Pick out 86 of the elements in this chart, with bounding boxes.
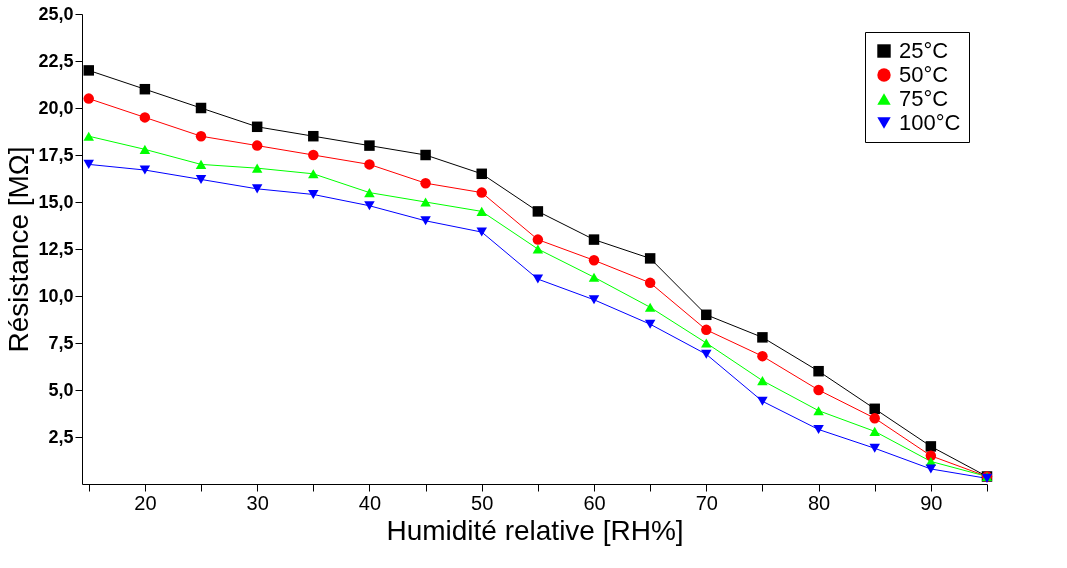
y-tick-label: 25,0 — [38, 3, 74, 24]
point — [364, 201, 375, 211]
point — [139, 112, 151, 123]
point — [251, 121, 263, 133]
point — [139, 83, 151, 95]
point — [869, 412, 880, 424]
point — [757, 376, 768, 386]
point — [83, 131, 94, 141]
point — [195, 102, 207, 114]
x-axis-title: Humidité relative [RH%] — [386, 514, 684, 546]
point — [195, 159, 207, 169]
point — [757, 396, 768, 406]
point — [420, 149, 431, 161]
point — [701, 338, 712, 348]
x-tick-label: 60 — [583, 491, 606, 514]
point — [925, 464, 937, 474]
point — [532, 244, 544, 254]
point — [364, 188, 375, 198]
point — [476, 227, 487, 237]
point — [476, 168, 487, 180]
y-tick-label: 20,0 — [38, 97, 74, 118]
legend-label: 50°C — [899, 62, 949, 87]
point — [869, 403, 880, 415]
point — [925, 441, 937, 452]
point — [532, 274, 544, 284]
y-axis-title: Résistance [MΩ] — [3, 146, 35, 353]
point — [308, 169, 319, 179]
point — [532, 206, 544, 217]
point — [588, 234, 600, 245]
x-tick-label: 50 — [471, 491, 494, 514]
y-tick-label: 5,0 — [48, 379, 74, 400]
point — [813, 384, 824, 396]
point — [701, 324, 712, 336]
point — [701, 349, 712, 359]
y-tick-label: 12,5 — [38, 238, 74, 259]
x-tick-label: 30 — [246, 491, 269, 514]
legend-label: 25°C — [899, 38, 949, 63]
point — [813, 365, 824, 377]
point — [588, 295, 600, 305]
point — [139, 165, 151, 175]
point — [813, 406, 824, 416]
point — [251, 184, 263, 194]
point — [83, 159, 94, 169]
y-tick-label: 10,0 — [38, 285, 74, 306]
point — [251, 163, 263, 173]
point — [83, 65, 94, 76]
point — [364, 140, 375, 151]
point — [644, 253, 656, 264]
point — [139, 144, 151, 154]
legend-label: 75°C — [899, 86, 949, 111]
point — [588, 272, 600, 282]
point — [420, 197, 431, 207]
x-tick-label: 40 — [358, 491, 382, 514]
point — [476, 206, 487, 216]
point — [195, 174, 207, 184]
point — [364, 159, 375, 170]
point — [869, 443, 880, 453]
y-tick-label: 15,0 — [38, 191, 74, 212]
point — [644, 319, 656, 329]
point — [757, 350, 768, 362]
y-tick-label: 22,5 — [38, 50, 74, 71]
point — [644, 277, 656, 289]
point — [813, 424, 824, 435]
point — [420, 216, 431, 226]
point — [588, 255, 600, 266]
point — [308, 149, 319, 161]
point — [195, 130, 207, 142]
point — [869, 426, 880, 436]
point — [251, 140, 263, 151]
point — [308, 130, 319, 142]
y-tick-label: 7,5 — [48, 332, 74, 353]
y-tick-label: 17,5 — [38, 144, 74, 165]
x-tick-label: 70 — [695, 491, 718, 514]
point — [701, 309, 712, 321]
point — [532, 234, 544, 245]
point — [308, 189, 319, 200]
point — [476, 187, 487, 198]
point — [644, 302, 656, 312]
point — [757, 332, 768, 343]
point — [83, 93, 94, 104]
x-tick-label: 80 — [807, 491, 831, 514]
point — [420, 177, 431, 189]
x-tick-label: 20 — [134, 491, 157, 514]
y-tick-label: 2,5 — [48, 426, 74, 447]
legend-label: 100°C — [899, 110, 961, 135]
x-tick-label: 90 — [920, 491, 943, 514]
